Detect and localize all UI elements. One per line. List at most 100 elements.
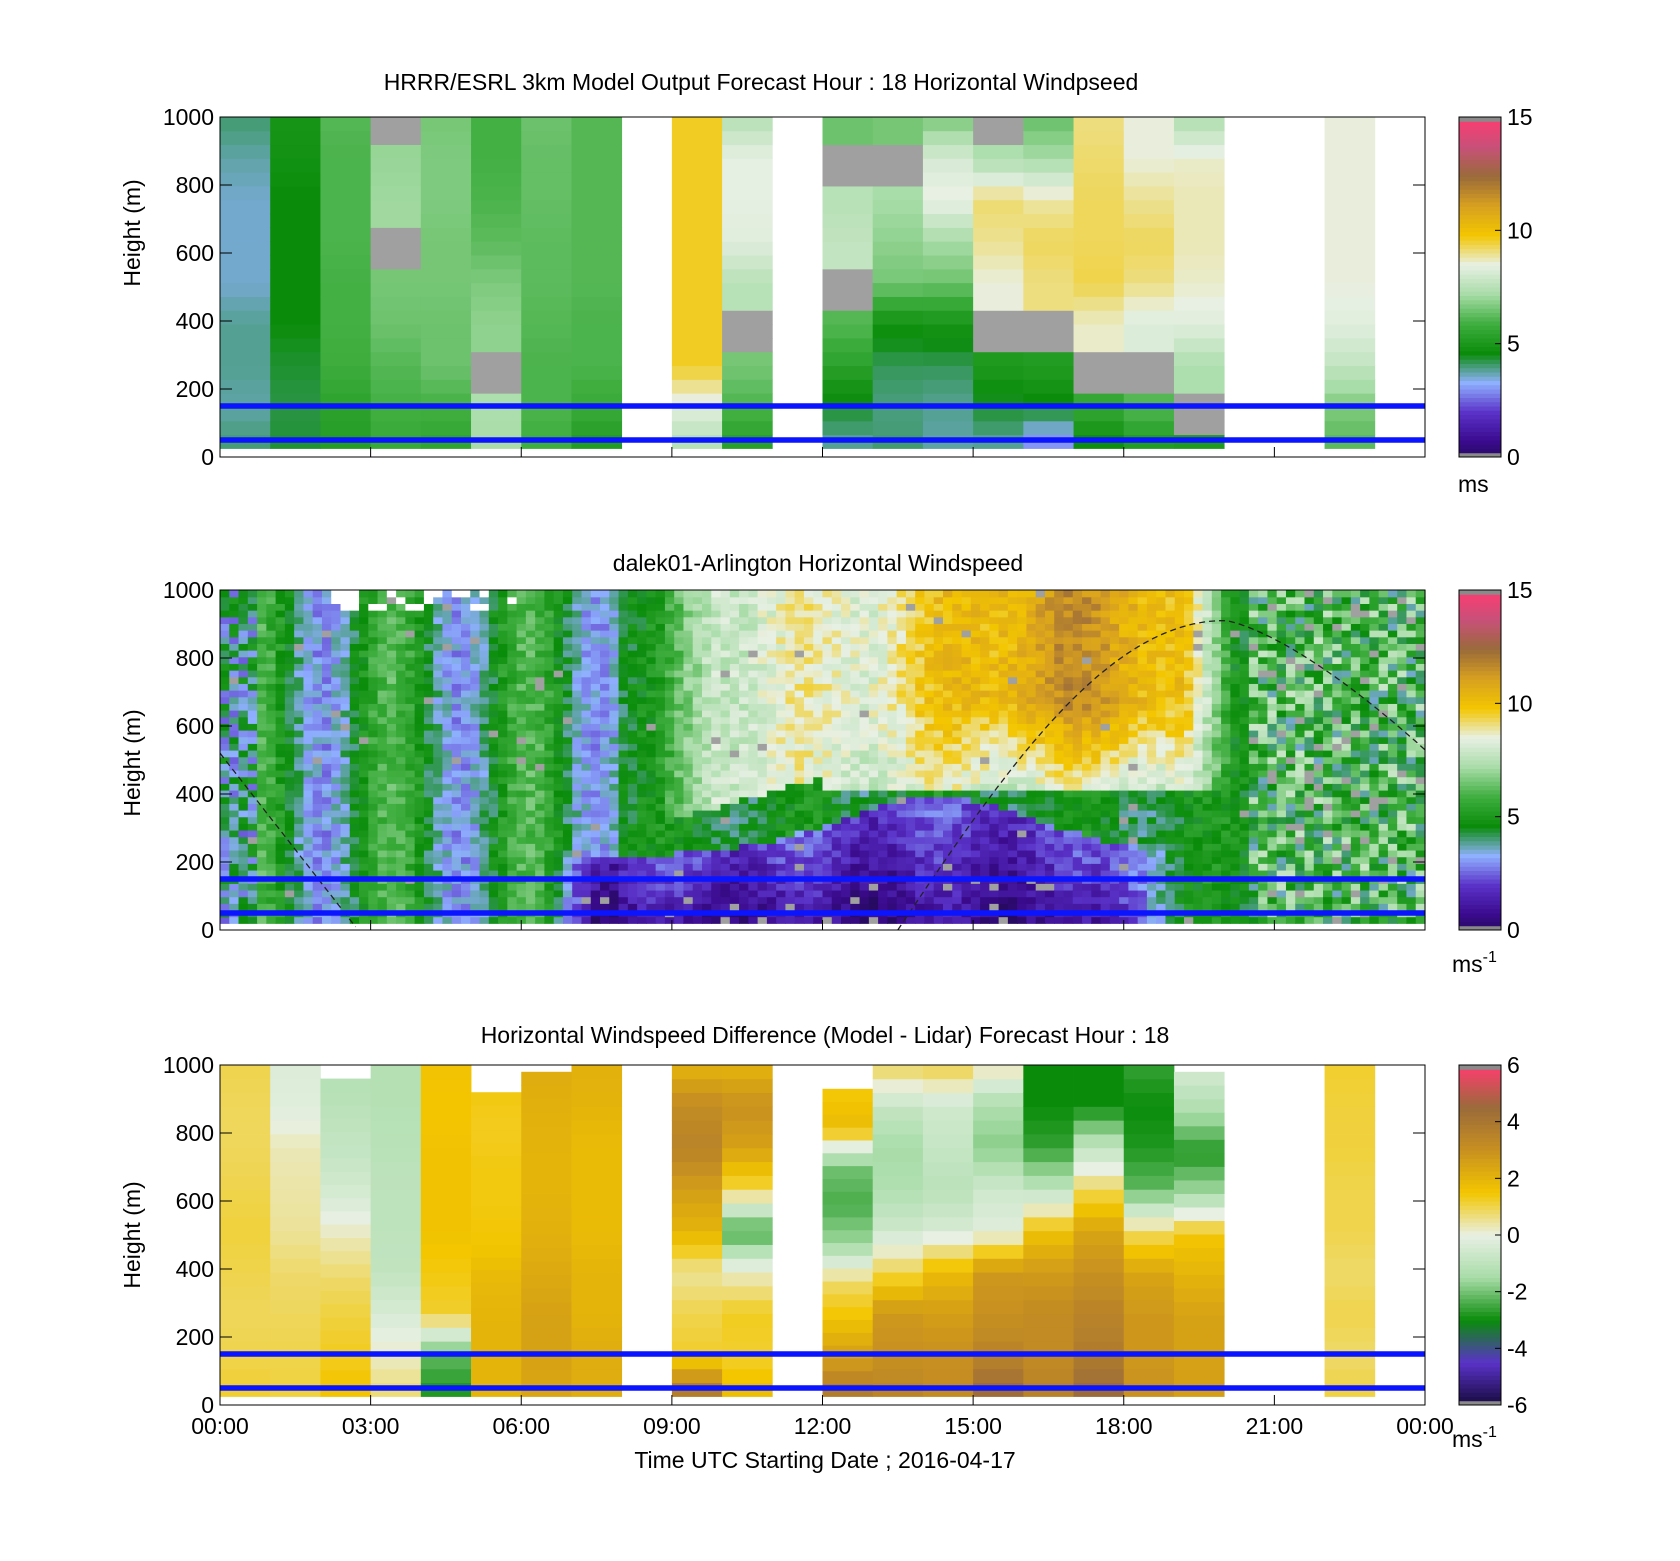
heatmap-cell	[284, 883, 295, 891]
heatmap-cell	[590, 796, 601, 804]
heatmap-cell	[803, 823, 814, 831]
heatmap-cell	[562, 749, 573, 758]
heatmap-cell	[266, 696, 277, 704]
heatmap-cell	[915, 783, 926, 791]
heatmap-cell	[470, 716, 481, 724]
heatmap-cell	[590, 683, 601, 691]
heatmap-cell	[275, 869, 286, 878]
heatmap-cell	[238, 883, 249, 891]
heatmap-cell	[664, 729, 675, 738]
colorbar-swatch	[1459, 270, 1501, 275]
heatmap-cell	[831, 663, 842, 671]
heatmap-cell	[794, 589, 805, 598]
heatmap-cell	[813, 856, 824, 864]
heatmap-cell	[479, 676, 490, 684]
heatmap-cell	[553, 669, 564, 678]
colorbar-swatch	[1459, 355, 1501, 360]
heatmap-cell	[414, 643, 425, 651]
heatmap-cell	[720, 763, 731, 771]
heatmap-cell	[553, 683, 564, 691]
heatmap-cell	[803, 749, 814, 758]
heatmap-cell	[637, 589, 647, 598]
heatmap-cell	[637, 696, 647, 704]
heatmap-cell	[433, 729, 444, 738]
heatmap-cell	[349, 849, 360, 858]
heatmap-cell	[943, 849, 953, 858]
heatmap-cell	[702, 803, 712, 811]
heatmap-cell	[294, 643, 305, 651]
colorbar-swatch	[1459, 129, 1501, 135]
heatmap-cell	[544, 749, 555, 758]
colorbar-tick-label: 15	[1507, 104, 1533, 130]
heatmap-cell	[479, 696, 490, 704]
heatmap-cell	[609, 903, 620, 911]
heatmap-cell	[646, 776, 657, 784]
heatmap-cell	[516, 663, 527, 671]
heatmap-cell	[748, 656, 759, 664]
heatmap-cell	[340, 803, 351, 811]
heatmap-cell	[572, 683, 583, 691]
heatmap-cell	[386, 763, 397, 771]
heatmap-cell	[720, 656, 731, 664]
heatmap-cell	[720, 709, 731, 718]
heatmap-cell	[544, 763, 555, 771]
heatmap-cell	[525, 743, 536, 751]
heatmap-cell	[943, 696, 953, 704]
heatmap-cell	[637, 663, 647, 671]
heatmap-cell	[822, 669, 833, 678]
heatmap-cell	[220, 689, 230, 698]
heatmap-cell	[340, 683, 351, 691]
heatmap-cell	[368, 716, 379, 724]
heatmap-cell	[785, 596, 796, 604]
heatmap-cell	[433, 616, 444, 624]
heatmap-cell	[674, 656, 685, 664]
heatmap-cell	[831, 889, 842, 898]
heatmap-cell	[905, 736, 916, 744]
heatmap-cell	[627, 916, 638, 924]
heatmap-cell	[905, 783, 916, 791]
heatmap-cell	[572, 649, 583, 658]
heatmap-cell	[581, 776, 592, 784]
heatmap-cell	[321, 676, 332, 684]
heatmap-cell	[320, 268, 372, 284]
heatmap-cell	[1017, 609, 1028, 618]
heatmap-cell	[674, 729, 685, 738]
heatmap-cell	[600, 903, 610, 911]
heatmap-cell	[572, 869, 583, 878]
heatmap-cell	[507, 636, 518, 644]
heatmap-cell	[535, 856, 546, 864]
heatmap-cell	[952, 769, 963, 778]
heatmap-cell	[822, 172, 874, 187]
heatmap-cell	[729, 703, 740, 711]
heatmap-cell	[766, 629, 777, 638]
heatmap-cell	[266, 883, 277, 891]
heatmap-cell	[943, 803, 953, 811]
heatmap-cell	[521, 144, 572, 159]
heatmap-cell	[1007, 823, 1018, 831]
heatmap-cell	[405, 616, 416, 624]
heatmap-cell	[571, 213, 623, 228]
heatmap-cell	[535, 883, 546, 891]
heatmap-cell	[998, 783, 1009, 791]
heatmap-cell	[525, 623, 536, 631]
heatmap-cell	[488, 836, 499, 844]
heatmap-cell	[581, 609, 592, 618]
heatmap-cell	[998, 663, 1009, 671]
heatmap-cell	[609, 776, 620, 784]
heatmap-cell	[674, 636, 685, 644]
heatmap-cell	[1026, 863, 1037, 871]
heatmap-cell	[878, 869, 888, 878]
heatmap-cell	[776, 803, 787, 811]
heatmap-cell	[757, 843, 768, 851]
heatmap-cell	[312, 883, 323, 891]
heatmap-cell	[720, 729, 731, 738]
heatmap-cell	[321, 636, 332, 644]
heatmap-cell	[581, 756, 592, 764]
heatmap-cell	[581, 916, 592, 924]
heatmap-cell	[238, 696, 249, 704]
heatmap-cell	[887, 663, 898, 671]
heatmap-cell	[1023, 255, 1074, 270]
heatmap-cell	[618, 889, 629, 898]
heatmap-cell	[303, 783, 314, 791]
heatmap-cell	[368, 916, 379, 924]
